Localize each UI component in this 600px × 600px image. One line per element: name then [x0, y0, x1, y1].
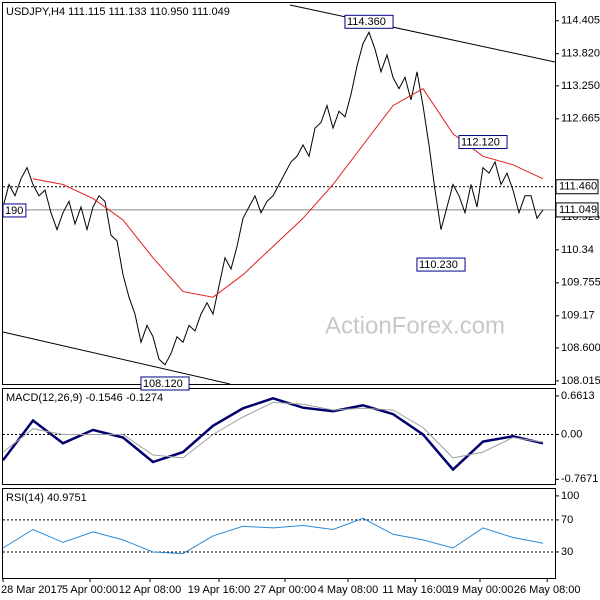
annotation: 114.360: [347, 16, 386, 28]
series-line: [32, 88, 544, 298]
annotation-box: [458, 135, 508, 150]
y-tick-label: 70: [561, 514, 573, 526]
x-tick-label: 4 May 08:00: [318, 584, 379, 596]
series-line: [2, 31, 544, 366]
annotation-box: [416, 257, 466, 272]
series-line: [2, 517, 544, 555]
level-label-box: [555, 179, 599, 195]
y-tick-label: 100: [561, 490, 579, 502]
x-tick-label: 27 Apr 00:00: [254, 584, 316, 596]
y-tick-label: 110.34: [561, 244, 594, 256]
x-tick-label: 28 Mar 2017: [1, 584, 63, 596]
series-line: [2, 401, 544, 459]
y-tick-label: 109.755: [561, 277, 600, 289]
annotation: 190: [5, 205, 23, 217]
y-tick-label: -0.7671: [561, 473, 598, 485]
x-tick-label: 11 May 16:00: [382, 584, 448, 596]
x-tick-label: 12 Apr 08:00: [119, 584, 181, 596]
watermark: ActionForex.com: [325, 312, 505, 339]
y-tick-label: 0.6613: [561, 390, 595, 402]
y-tick-label: 108.015: [561, 375, 600, 387]
annotation: 112.120: [461, 136, 500, 148]
panel-title: MACD(12,26,9) -0.1546 -0.1274: [6, 392, 163, 404]
series-line: [2, 396, 544, 472]
macd-panel: [2, 388, 556, 485]
x-tick-label: 19 May 00:00: [447, 584, 514, 596]
annotation: 108.120: [143, 378, 183, 390]
panel-title: RSI(14) 40.9751: [6, 492, 87, 504]
annotation-box: [140, 376, 190, 391]
x-tick-label: 19 Apr 16:00: [188, 584, 250, 596]
y-tick-label: 30: [561, 546, 573, 558]
y-tick-label: 109.17: [561, 310, 595, 322]
y-tick-label: 113.250: [561, 80, 600, 92]
x-tick-label: 5 Apr 00:00: [62, 584, 118, 596]
panel-title: USDJPY,H4 111.115 111.133 110.950 111.04…: [6, 6, 230, 18]
y-tick-label: 113.820: [561, 48, 600, 60]
level-label: 111.049: [559, 204, 597, 216]
x-tick-label: 26 May 08:00: [514, 584, 581, 596]
level-label: 111.460: [559, 181, 597, 193]
trend-line: [289, 4, 556, 63]
y-tick-label: 0.00: [561, 428, 582, 440]
rsi-panel: [2, 488, 556, 579]
y-tick-label: 114.405: [561, 15, 600, 27]
y-tick-label: 112.665: [561, 113, 600, 125]
y-tick-label: 108.600: [561, 342, 600, 354]
annotation-box: [344, 14, 394, 29]
level-label-box: [555, 202, 599, 218]
annotation: 110.230: [419, 259, 458, 271]
trend-line: [2, 331, 231, 385]
annotation-box: [2, 203, 27, 218]
